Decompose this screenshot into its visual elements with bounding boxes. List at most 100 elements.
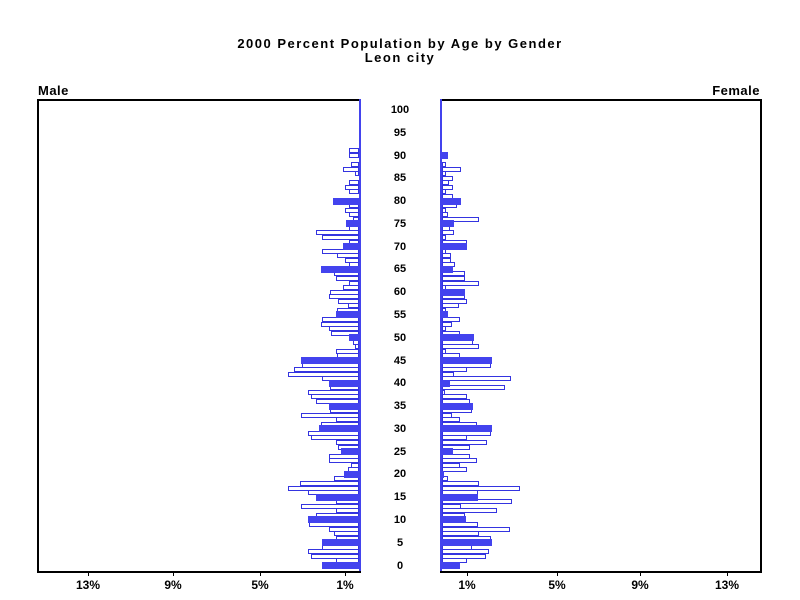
pyramid-bar-female-age-27 bbox=[442, 440, 487, 445]
pyramid-bar-male-age-72 bbox=[322, 235, 359, 240]
age-axis-label-70: 70 bbox=[393, 241, 407, 253]
pyramid-bar-male-age-75 bbox=[346, 220, 359, 227]
age-axis-label-60: 60 bbox=[393, 286, 407, 298]
age-axis-label-30: 30 bbox=[393, 423, 407, 435]
pyramid-bar-female-age-13 bbox=[442, 504, 461, 509]
age-axis-label-45: 45 bbox=[393, 355, 407, 367]
pyramid-bar-male-age-88 bbox=[351, 162, 359, 167]
age-axis-label-0: 0 bbox=[396, 560, 404, 572]
pyramid-bar-female-age-88 bbox=[442, 162, 446, 167]
pyramid-bar-male-age-10 bbox=[308, 516, 359, 523]
age-axis-label-40: 40 bbox=[393, 377, 407, 389]
pyramid-bar-male-age-5 bbox=[322, 539, 359, 546]
pyramid-bar-female-age-67 bbox=[442, 258, 451, 263]
age-axis-label-85: 85 bbox=[393, 172, 407, 184]
pyramid-bar-female-age-22 bbox=[442, 463, 460, 468]
pyramid-bar-female-age-85 bbox=[442, 176, 453, 181]
pyramid-bar-male-age-65 bbox=[321, 266, 359, 273]
female-panel bbox=[440, 99, 762, 573]
pyramid-bar-female-age-2 bbox=[442, 554, 486, 559]
pyramid-bar-female-age-47 bbox=[442, 349, 446, 354]
age-axis-label-65: 65 bbox=[393, 263, 407, 275]
age-axis-label-100: 100 bbox=[390, 104, 410, 116]
age-axis-label-80: 80 bbox=[393, 195, 407, 207]
pyramid-bar-female-age-87 bbox=[442, 167, 461, 172]
pyramid-bar-female-age-45 bbox=[442, 357, 492, 364]
pyramid-bar-male-age-13 bbox=[301, 504, 359, 509]
age-axis-label-55: 55 bbox=[393, 309, 407, 321]
pyramid-bar-male-age-84 bbox=[349, 180, 359, 185]
pyramid-bar-male-age-70 bbox=[343, 243, 359, 250]
pyramid-bar-female-age-42 bbox=[442, 372, 454, 377]
pyramid-bar-female-age-90 bbox=[442, 152, 448, 159]
male-axis-tick bbox=[260, 571, 261, 576]
pyramid-bar-female-age-41 bbox=[442, 376, 511, 381]
pyramid-bar-male-age-51 bbox=[331, 331, 359, 336]
pyramid-bar-female-age-53 bbox=[442, 322, 452, 327]
male-pct-tick-label: 9% bbox=[164, 578, 182, 592]
age-axis-label-15: 15 bbox=[393, 491, 407, 503]
pyramid-bar-male-age-30 bbox=[319, 425, 359, 432]
pyramid-bar-female-age-33 bbox=[442, 413, 452, 418]
male-panel-label: Male bbox=[38, 83, 69, 98]
female-axis-tick bbox=[727, 571, 728, 576]
pyramid-bar-male-age-47 bbox=[336, 349, 359, 354]
pyramid-bar-female-age-26 bbox=[442, 445, 470, 450]
age-axis-label-20: 20 bbox=[393, 468, 407, 480]
age-axis-label-5: 5 bbox=[396, 537, 404, 549]
pyramid-bar-male-age-58 bbox=[338, 299, 359, 304]
pyramid-bar-female-age-19 bbox=[442, 476, 448, 481]
pyramid-bar-male-age-91 bbox=[349, 148, 359, 153]
pyramid-bar-female-age-10 bbox=[442, 516, 466, 523]
pyramid-bar-female-age-18 bbox=[442, 481, 479, 486]
pyramid-bar-female-age-50 bbox=[442, 334, 474, 341]
pyramid-bar-female-age-58 bbox=[442, 299, 467, 304]
female-pct-tick-label: 9% bbox=[631, 578, 649, 592]
male-zero-axis-line bbox=[359, 99, 361, 571]
pyramid-bar-female-age-60 bbox=[442, 289, 465, 296]
pyramid-bar-male-age-50 bbox=[349, 334, 359, 341]
pyramid-bar-male-age-20 bbox=[344, 471, 359, 478]
pyramid-bar-female-age-80 bbox=[442, 198, 461, 205]
male-panel bbox=[37, 99, 361, 573]
pyramid-bar-male-age-60 bbox=[330, 290, 359, 295]
male-axis-tick bbox=[88, 571, 89, 576]
pyramid-bar-male-age-53 bbox=[321, 322, 359, 327]
pyramid-bar-female-age-78 bbox=[442, 208, 446, 213]
pyramid-bar-male-age-25 bbox=[341, 448, 359, 455]
female-axis-tick bbox=[467, 571, 468, 576]
female-panel-label: Female bbox=[712, 83, 760, 98]
pyramid-bar-female-age-75 bbox=[442, 220, 454, 227]
pyramid-bar-female-age-30 bbox=[442, 425, 492, 432]
pyramid-bar-female-age-24 bbox=[442, 454, 470, 459]
pyramid-bar-male-age-83 bbox=[345, 185, 359, 190]
pyramid-bar-male-age-38 bbox=[308, 390, 359, 395]
pyramid-bar-female-age-20 bbox=[442, 471, 444, 478]
female-zero-axis-line bbox=[440, 99, 442, 571]
pyramid-bar-female-age-72 bbox=[442, 235, 446, 240]
female-pct-tick-label: 13% bbox=[714, 578, 740, 592]
age-axis-label-10: 10 bbox=[393, 514, 407, 526]
pyramid-bar-male-age-27 bbox=[336, 440, 359, 445]
pyramid-bar-male-age-90 bbox=[349, 153, 359, 158]
pyramid-bar-female-age-12 bbox=[442, 508, 497, 513]
pyramid-bar-male-age-55 bbox=[336, 311, 359, 318]
female-axis-tick bbox=[640, 571, 641, 576]
male-pct-tick-label: 5% bbox=[251, 578, 269, 592]
pyramid-bar-female-age-25 bbox=[442, 448, 453, 455]
chart-title: 2000 Percent Population by Age by Gender bbox=[237, 36, 563, 51]
pyramid-bar-female-age-38 bbox=[442, 390, 445, 395]
pyramid-bar-male-age-62 bbox=[349, 281, 359, 286]
male-axis-tick bbox=[173, 571, 174, 576]
pyramid-bar-male-age-35 bbox=[329, 403, 359, 410]
age-axis-label-35: 35 bbox=[393, 400, 407, 412]
age-axis-label-75: 75 bbox=[393, 218, 407, 230]
pyramid-bar-male-age-42 bbox=[288, 372, 359, 377]
pyramid-bar-female-age-54 bbox=[442, 317, 460, 322]
male-pct-tick-label: 1% bbox=[336, 578, 354, 592]
age-axis-label-25: 25 bbox=[393, 446, 407, 458]
chart-subtitle: Leon city bbox=[364, 50, 436, 65]
pyramid-bar-male-age-2 bbox=[311, 554, 359, 559]
age-axis-label-95: 95 bbox=[393, 127, 407, 139]
